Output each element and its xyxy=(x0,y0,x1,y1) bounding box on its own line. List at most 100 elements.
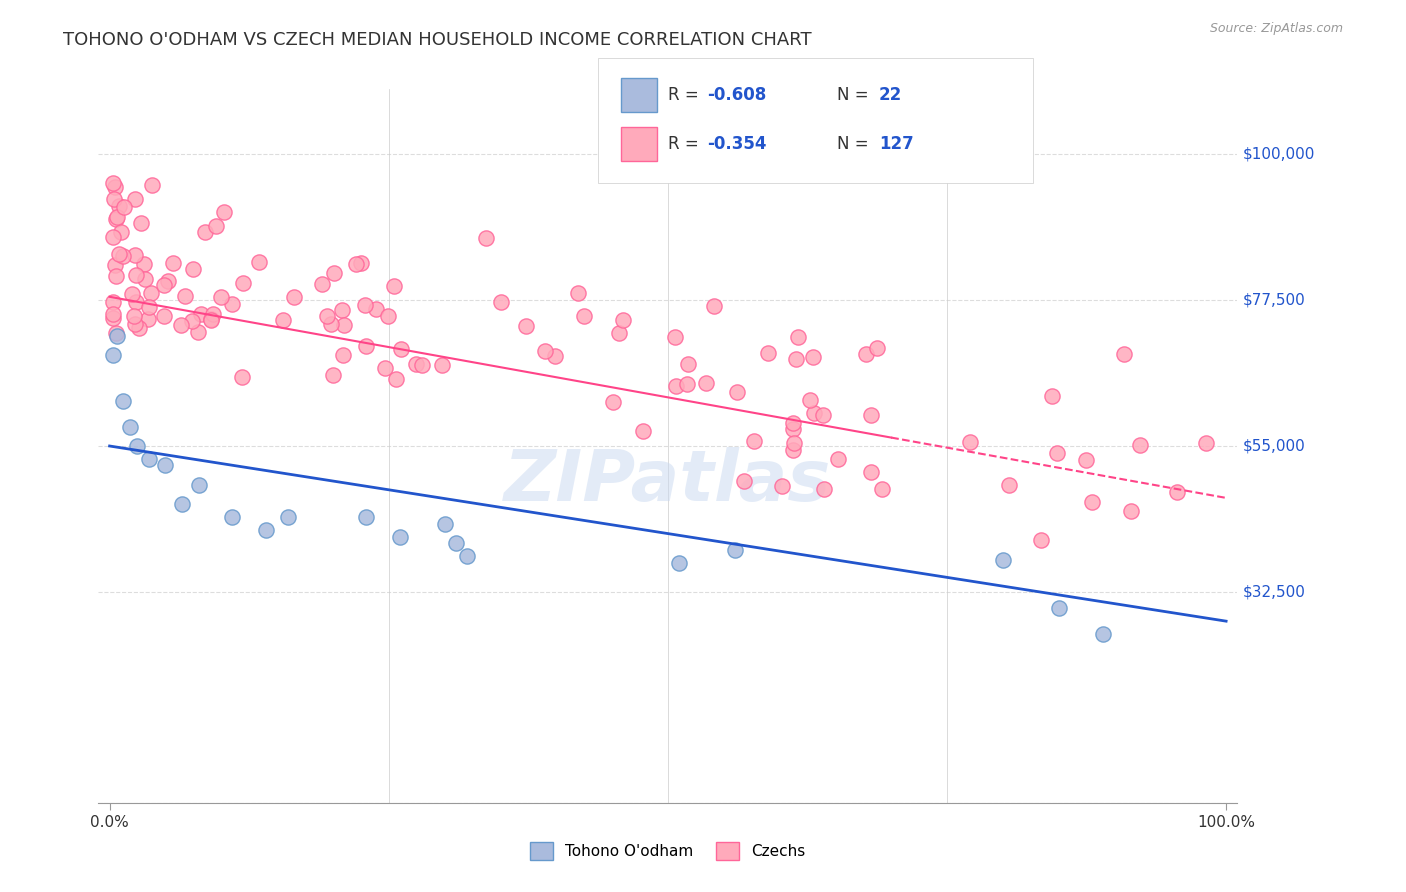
Czechs xyxy=(998,478,1021,492)
Text: N =: N = xyxy=(837,86,873,103)
Czechs xyxy=(631,424,654,438)
Czechs xyxy=(141,285,163,300)
Tohono O'odham xyxy=(456,549,478,564)
Tohono O'odham xyxy=(668,556,690,570)
Tohono O'odham xyxy=(101,348,124,362)
Czechs xyxy=(1076,453,1098,467)
Tohono O'odham xyxy=(433,516,456,531)
Czechs xyxy=(783,436,806,450)
Czechs xyxy=(475,231,498,245)
Czechs xyxy=(124,268,146,283)
Czechs xyxy=(111,249,134,263)
Czechs xyxy=(134,272,156,286)
Czechs xyxy=(121,287,143,301)
Czechs xyxy=(695,376,717,390)
Czechs xyxy=(125,294,148,309)
Czechs xyxy=(104,269,127,284)
Czechs xyxy=(200,312,222,326)
Text: R =: R = xyxy=(668,135,704,153)
Tohono O'odham xyxy=(118,419,141,434)
Czechs xyxy=(665,378,688,392)
Tohono O'odham xyxy=(356,510,378,524)
Tohono O'odham xyxy=(111,393,134,408)
Tohono O'odham xyxy=(388,530,411,544)
Czechs xyxy=(173,289,195,303)
Text: 22: 22 xyxy=(879,86,903,103)
Czechs xyxy=(202,307,225,321)
Czechs xyxy=(321,317,343,331)
Tohono O'odham xyxy=(172,497,194,511)
Text: -0.354: -0.354 xyxy=(707,135,766,153)
Czechs xyxy=(827,452,849,467)
Czechs xyxy=(364,302,387,317)
Tohono O'odham xyxy=(155,458,177,473)
Text: 127: 127 xyxy=(879,135,914,153)
Czechs xyxy=(374,360,396,375)
Czechs xyxy=(1194,436,1216,450)
Czechs xyxy=(675,376,697,391)
Tohono O'odham xyxy=(187,478,209,492)
Czechs xyxy=(162,255,184,269)
Czechs xyxy=(803,406,825,420)
Czechs xyxy=(405,357,427,371)
Czechs xyxy=(544,349,567,363)
Czechs xyxy=(231,370,253,384)
Czechs xyxy=(1031,533,1053,547)
Czechs xyxy=(322,368,344,382)
Czechs xyxy=(799,393,821,408)
Tohono O'odham xyxy=(991,552,1014,566)
Czechs xyxy=(350,256,373,270)
Czechs xyxy=(204,219,226,233)
Czechs xyxy=(138,300,160,314)
Czechs xyxy=(141,178,163,193)
Czechs xyxy=(354,338,377,352)
Czechs xyxy=(104,258,127,272)
Czechs xyxy=(311,277,333,292)
Czechs xyxy=(785,351,807,366)
Czechs xyxy=(612,313,634,327)
Czechs xyxy=(607,326,630,341)
Czechs xyxy=(221,296,243,310)
Czechs xyxy=(107,199,129,213)
Czechs xyxy=(1046,446,1069,460)
Czechs xyxy=(813,482,835,496)
Text: $55,000: $55,000 xyxy=(1243,439,1306,453)
Czechs xyxy=(602,395,624,409)
Czechs xyxy=(129,216,152,230)
Czechs xyxy=(377,310,399,324)
Czechs xyxy=(232,277,254,291)
Text: N =: N = xyxy=(837,135,873,153)
Czechs xyxy=(432,358,454,372)
Czechs xyxy=(1081,494,1104,508)
Czechs xyxy=(770,479,793,493)
Czechs xyxy=(676,357,699,371)
Text: $77,500: $77,500 xyxy=(1243,293,1306,308)
Legend: Tohono O'odham, Czechs: Tohono O'odham, Czechs xyxy=(524,836,811,866)
Czechs xyxy=(959,435,981,450)
Czechs xyxy=(122,310,145,324)
Czechs xyxy=(1042,388,1064,402)
Czechs xyxy=(316,309,339,323)
Czechs xyxy=(183,262,205,277)
Tohono O'odham xyxy=(127,439,149,453)
Czechs xyxy=(382,278,405,293)
Text: Source: ZipAtlas.com: Source: ZipAtlas.com xyxy=(1209,22,1343,36)
Czechs xyxy=(385,372,408,386)
Czechs xyxy=(489,294,512,309)
Text: R =: R = xyxy=(668,86,704,103)
Czechs xyxy=(124,192,146,206)
Text: $100,000: $100,000 xyxy=(1243,146,1315,161)
Czechs xyxy=(190,307,212,321)
Czechs xyxy=(787,330,810,344)
Czechs xyxy=(247,255,270,269)
Czechs xyxy=(703,299,725,313)
Czechs xyxy=(200,313,222,327)
Czechs xyxy=(101,177,124,191)
Tohono O'odham xyxy=(1047,601,1070,615)
Czechs xyxy=(811,408,834,422)
Czechs xyxy=(103,193,125,207)
Czechs xyxy=(782,422,804,436)
Czechs xyxy=(1166,485,1188,500)
Czechs xyxy=(333,318,356,333)
Czechs xyxy=(104,326,127,340)
